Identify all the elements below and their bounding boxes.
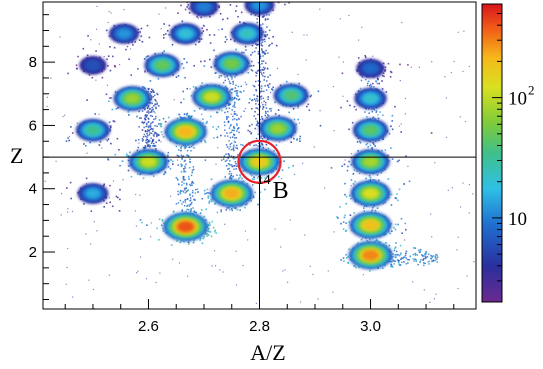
cluster-blob xyxy=(169,23,202,44)
cluster-blob xyxy=(109,23,139,44)
cluster-blob xyxy=(213,52,250,76)
cluster-blob xyxy=(352,118,389,142)
cluster-blob xyxy=(79,56,107,75)
colorbar-frame xyxy=(481,3,503,303)
colorbar-tick-label: 10 xyxy=(508,89,527,110)
colorbar-tick-exponent: 2 xyxy=(528,83,535,98)
cluster-blob xyxy=(348,241,393,270)
cluster-blob xyxy=(351,149,390,175)
annotation-element: B xyxy=(273,178,289,204)
x-tick-label: 2.8 xyxy=(249,318,270,335)
cluster-layer xyxy=(76,2,393,270)
cluster-blob xyxy=(259,116,297,141)
cluster-blob xyxy=(164,118,207,146)
y-tick-label: 6 xyxy=(29,117,37,134)
y-tick-label: 2 xyxy=(29,244,37,261)
x-tick-label: 3.0 xyxy=(360,318,381,335)
cluster-blob xyxy=(354,88,387,109)
cluster-blob xyxy=(76,119,110,142)
crosshair xyxy=(43,2,476,309)
cluster-blob xyxy=(210,179,254,208)
cluster-blob xyxy=(356,59,385,78)
cluster-blob xyxy=(77,183,109,204)
y-axis-title: Z xyxy=(10,143,23,168)
cluster-blob xyxy=(349,211,392,239)
y-tick-label: 4 xyxy=(29,181,37,198)
x-tick-label: 2.6 xyxy=(138,318,159,335)
nuclide-annotation: 14 B xyxy=(257,173,289,204)
y-tick-label: 8 xyxy=(29,54,37,71)
cluster-blob xyxy=(189,2,219,17)
plot-area: 2.6 2.8 3.0 2 4 6 8 xyxy=(29,1,477,335)
highlight-layer xyxy=(237,139,282,184)
cluster-blob xyxy=(144,53,181,77)
cluster-blob xyxy=(163,212,209,242)
highlight-circle xyxy=(237,139,282,184)
x-axis-title: A/Z xyxy=(250,340,285,365)
cluster-blob xyxy=(192,84,232,110)
colorbar-gradient xyxy=(482,4,502,302)
cluster-blob xyxy=(273,84,309,107)
cluster-blob xyxy=(350,180,391,207)
cluster-blob xyxy=(231,23,264,45)
annotation-mass-number: 14 xyxy=(257,173,271,188)
cluster-blob xyxy=(128,149,169,175)
axis-ticks: 2.6 2.8 3.0 2 4 6 8 xyxy=(29,14,455,335)
colorbar-tick-label: 10 xyxy=(508,209,527,230)
cluster-blob xyxy=(113,86,152,111)
